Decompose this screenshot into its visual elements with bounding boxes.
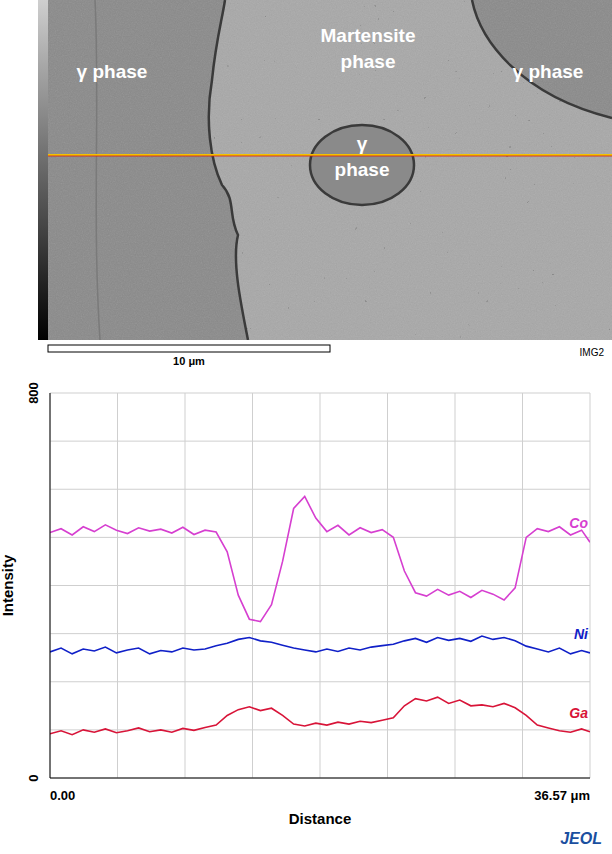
svg-text:800: 800: [26, 382, 41, 404]
svg-text:Distance: Distance: [289, 810, 352, 827]
svg-text:IMG2: IMG2: [580, 347, 605, 358]
svg-text:γ phase: γ phase: [513, 61, 584, 82]
svg-text:γphase: γphase: [335, 133, 390, 180]
svg-text:γ phase: γ phase: [77, 61, 148, 82]
svg-text:10 μm: 10 μm: [173, 355, 205, 367]
svg-text:Martensitephase: Martensitephase: [320, 25, 415, 72]
html-text:JEOL: JEOL: [560, 830, 602, 847]
svg-text:0.00: 0.00: [50, 788, 75, 803]
svg-text:Co: Co: [569, 515, 588, 531]
svg-text:36.57 μm: 36.57 μm: [534, 788, 590, 803]
svg-text:Ga: Ga: [569, 705, 588, 721]
svg-text:Ni: Ni: [574, 626, 589, 642]
svg-text:0: 0: [26, 774, 41, 781]
svg-text:Intensity: Intensity: [0, 554, 16, 616]
